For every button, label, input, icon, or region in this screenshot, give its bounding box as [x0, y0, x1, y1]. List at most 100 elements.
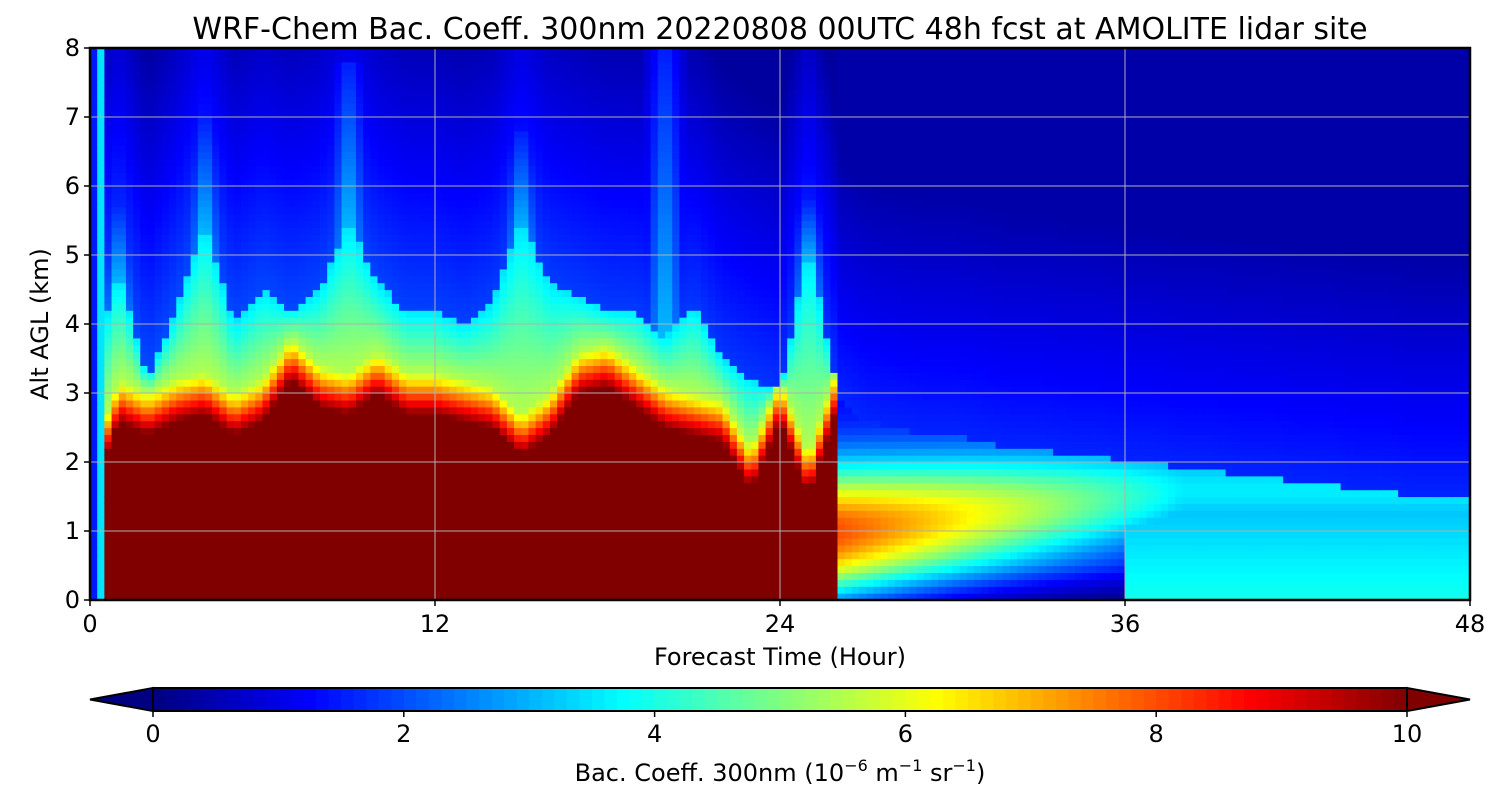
heatmap-cell — [363, 413, 371, 422]
heatmap-cell — [226, 324, 235, 332]
heatmap-cell — [154, 75, 163, 84]
heatmap-cell — [226, 96, 235, 104]
heatmap-cell — [161, 241, 170, 249]
heatmap-cell — [276, 565, 285, 573]
heatmap-cell — [442, 420, 450, 429]
heatmap-cell — [492, 68, 501, 77]
heatmap-cell — [298, 531, 307, 539]
heatmap-cell — [521, 468, 530, 477]
heatmap-cell — [442, 358, 450, 366]
heatmap-cell — [514, 434, 522, 442]
heatmap-cell — [147, 413, 156, 422]
heatmap-cell — [190, 151, 199, 159]
heatmap-cell — [169, 96, 177, 104]
heatmap-cell — [506, 158, 515, 166]
heatmap-cell — [485, 48, 494, 56]
heatmap-cell — [449, 586, 458, 594]
heatmap-cell — [147, 289, 156, 297]
heatmap-cell — [427, 151, 436, 159]
heatmap-cell — [485, 172, 494, 180]
heatmap-cell — [327, 317, 335, 325]
heatmap-cell — [212, 475, 220, 484]
heatmap-cell — [377, 468, 386, 477]
heatmap-cell — [233, 172, 242, 180]
heatmap-cell — [298, 379, 307, 387]
heatmap-cell — [111, 468, 120, 477]
heatmap-cell — [140, 579, 149, 587]
heatmap-cell — [463, 475, 472, 484]
heatmap-cell — [219, 517, 228, 525]
heatmap-cell — [348, 130, 357, 139]
heatmap-cell — [492, 462, 501, 470]
heatmap-cell — [363, 310, 371, 318]
heatmap-cell — [240, 420, 249, 429]
heatmap-cell — [499, 372, 508, 380]
heatmap-cell — [406, 75, 415, 84]
heatmap-cell — [363, 241, 371, 249]
heatmap-cell — [363, 386, 371, 394]
heatmap-cell — [327, 386, 335, 394]
heatmap-cell — [435, 234, 443, 242]
heatmap-cell — [327, 144, 335, 153]
heatmap-cell — [377, 503, 386, 511]
heatmap-cell — [456, 89, 465, 97]
heatmap-cell — [212, 144, 220, 153]
heatmap-cell — [284, 227, 292, 235]
heatmap-cell — [427, 524, 436, 532]
heatmap-cell — [104, 324, 113, 332]
heatmap-cell — [348, 296, 357, 304]
heatmap-cell — [262, 261, 271, 270]
heatmap-cell — [334, 510, 343, 518]
heatmap-cell — [133, 123, 141, 132]
heatmap-cell — [233, 448, 242, 456]
heatmap-cell — [449, 365, 458, 373]
heatmap-cell — [305, 344, 314, 353]
heatmap-cell — [161, 365, 170, 373]
heatmap-cell — [485, 427, 494, 435]
heatmap-cell — [528, 468, 537, 477]
heatmap-cell — [147, 158, 156, 166]
heatmap-cell — [528, 399, 537, 408]
heatmap-cell — [506, 130, 515, 139]
heatmap-cell — [233, 441, 242, 449]
heatmap-cell — [334, 531, 343, 539]
heatmap-cell — [514, 531, 522, 539]
heatmap-cell — [485, 179, 494, 187]
heatmap-cell — [90, 158, 98, 166]
heatmap-cell — [147, 310, 156, 318]
heatmap-cell — [248, 393, 256, 401]
heatmap-cell — [104, 399, 113, 408]
heatmap-cell — [384, 103, 393, 111]
heatmap-cell — [147, 324, 156, 332]
heatmap-cell — [413, 199, 422, 208]
heatmap-cell — [305, 310, 314, 318]
heatmap-cell — [370, 551, 379, 560]
heatmap-cell — [276, 75, 285, 84]
heatmap-cell — [334, 330, 343, 339]
heatmap-cell — [442, 386, 450, 394]
heatmap-cell — [140, 220, 149, 228]
heatmap-cell — [133, 282, 141, 291]
heatmap-cell — [327, 413, 335, 422]
heatmap-cell — [456, 579, 465, 587]
heatmap-cell — [514, 358, 522, 366]
heatmap-cell — [219, 482, 228, 491]
heatmap-cell — [240, 130, 249, 139]
heatmap-cell — [370, 565, 379, 573]
heatmap-cell — [478, 379, 486, 387]
heatmap-cell — [248, 434, 256, 442]
heatmap-cell — [470, 137, 479, 146]
heatmap-cell — [391, 413, 400, 422]
heatmap-cell — [305, 579, 314, 587]
heatmap-cell — [305, 172, 314, 180]
heatmap-cell — [377, 344, 386, 353]
heatmap-cell — [269, 468, 278, 477]
heatmap-cell — [514, 537, 522, 546]
heatmap-cell — [420, 572, 429, 580]
heatmap-cell — [125, 399, 134, 408]
heatmap-cell — [492, 386, 501, 394]
heatmap-cell — [355, 393, 364, 401]
heatmap-cell — [205, 531, 213, 539]
heatmap-cell — [161, 531, 170, 539]
heatmap-cell — [240, 503, 249, 511]
